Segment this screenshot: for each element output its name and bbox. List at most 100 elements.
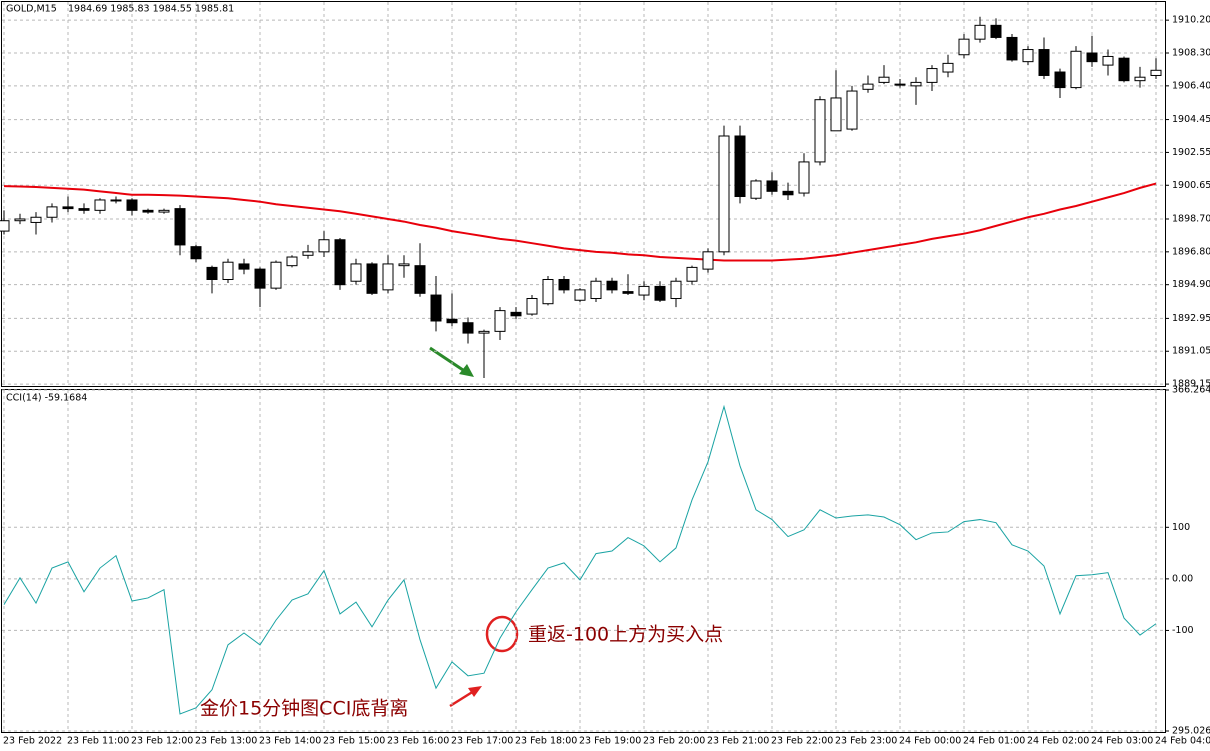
y-tick-label: 1891.05 bbox=[1172, 346, 1210, 357]
y-tick-label: 366.2649 bbox=[1172, 385, 1210, 396]
candle-body bbox=[0, 220, 10, 232]
green-arrow bbox=[429, 346, 474, 377]
candle-body bbox=[46, 206, 58, 218]
candle-body bbox=[1054, 71, 1066, 89]
candle-body bbox=[94, 199, 106, 211]
candle-body bbox=[270, 261, 282, 289]
cci-title: CCI(14) -59.1684 bbox=[6, 393, 87, 404]
candle-body bbox=[286, 256, 298, 267]
candle-body bbox=[1006, 36, 1018, 61]
y-tick-label: 1904.45 bbox=[1172, 114, 1210, 125]
candle-body bbox=[990, 24, 1002, 38]
candle-body bbox=[862, 83, 874, 90]
x-tick-label: 24 Feb 00:00 bbox=[899, 736, 961, 747]
candle-body bbox=[766, 180, 778, 192]
candle-body bbox=[1038, 49, 1050, 76]
cci-line bbox=[3, 404, 1157, 715]
candle-body bbox=[1086, 52, 1098, 63]
candle-body bbox=[78, 208, 90, 211]
x-tick-label: 23 Feb 12:00 bbox=[131, 736, 193, 747]
candle-body bbox=[382, 263, 394, 291]
candle-body bbox=[14, 218, 26, 222]
ohlc-text: 1984.69 1985.83 1984.55 1985.81 bbox=[68, 4, 234, 15]
candle-body bbox=[126, 199, 138, 211]
candle-body bbox=[734, 135, 746, 198]
candle-body bbox=[158, 209, 170, 213]
x-tick-label: 24 Feb 03:00 bbox=[1091, 736, 1153, 747]
candle-body bbox=[958, 38, 970, 56]
y-tick-label: 1900.65 bbox=[1172, 180, 1210, 191]
candle-body bbox=[558, 278, 570, 291]
x-tick-label: 24 Feb 02:00 bbox=[1027, 736, 1089, 747]
candle-body bbox=[238, 263, 250, 270]
candle-body bbox=[590, 280, 602, 300]
x-tick-label: 23 Feb 23:00 bbox=[835, 736, 897, 747]
candle-body bbox=[750, 180, 762, 199]
candle-body bbox=[526, 298, 538, 315]
candle-body bbox=[622, 291, 634, 294]
y-tick-label: 1906.40 bbox=[1172, 80, 1210, 91]
candle-body bbox=[702, 251, 714, 270]
candle-body bbox=[894, 83, 906, 86]
candle-body bbox=[974, 24, 986, 40]
candle-body bbox=[446, 318, 458, 324]
candle-body bbox=[366, 263, 378, 294]
candle-body bbox=[878, 76, 890, 83]
candle-body bbox=[718, 135, 730, 253]
x-tick-label: 23 Feb 20:00 bbox=[643, 736, 705, 747]
candle-body bbox=[1134, 76, 1146, 82]
candle-body bbox=[1150, 69, 1162, 76]
candle-body bbox=[110, 199, 122, 202]
candle-body bbox=[574, 289, 586, 301]
x-tick-label: 23 Feb 16:00 bbox=[387, 736, 449, 747]
x-tick-label: 24 Feb 01:00 bbox=[963, 736, 1025, 747]
x-tick-label: 23 Feb 14:00 bbox=[259, 736, 321, 747]
candle-body bbox=[798, 161, 810, 194]
y-tick-label: 295.0262 bbox=[1172, 726, 1210, 737]
y-tick-label: 0.00 bbox=[1172, 573, 1193, 584]
symbol-title: GOLD,M15 bbox=[6, 4, 57, 15]
candle-body bbox=[670, 280, 682, 300]
cci-panel bbox=[1, 389, 1166, 733]
candle-body bbox=[910, 81, 922, 87]
red-arrow bbox=[449, 686, 482, 708]
candle-body bbox=[222, 261, 234, 280]
candle-body bbox=[1102, 55, 1114, 66]
x-tick-label: 23 Feb 21:00 bbox=[707, 736, 769, 747]
candle-body bbox=[318, 239, 330, 253]
candle-body bbox=[1070, 50, 1082, 89]
annotation: 金价15分钟图CCI底背离 bbox=[200, 698, 408, 720]
candle-body bbox=[654, 285, 666, 301]
x-tick-label: 23 Feb 11:00 bbox=[67, 736, 129, 747]
candle-body bbox=[638, 285, 650, 296]
candle-body bbox=[686, 266, 698, 282]
candle-body bbox=[782, 190, 794, 196]
candle-body bbox=[814, 99, 826, 163]
candle-body bbox=[430, 294, 442, 322]
x-tick-label: 23 Feb 18:00 bbox=[515, 736, 577, 747]
candle-body bbox=[30, 216, 42, 223]
candle-body bbox=[1118, 57, 1130, 82]
candle-body bbox=[414, 265, 426, 294]
y-tick-label: 1902.55 bbox=[1172, 147, 1210, 158]
y-tick-label: 1894.90 bbox=[1172, 279, 1210, 290]
y-tick-label: 1896.80 bbox=[1172, 246, 1210, 257]
candle-body bbox=[542, 278, 554, 305]
candle-body bbox=[302, 251, 314, 256]
x-tick-label: 23 Feb 15:00 bbox=[323, 736, 385, 747]
x-tick-label: 23 Feb 2022 bbox=[3, 736, 62, 747]
candle-body bbox=[206, 266, 218, 280]
candle-body bbox=[398, 263, 410, 267]
candle-body bbox=[62, 206, 74, 210]
y-tick-label: 1892.95 bbox=[1172, 313, 1210, 324]
candle-body bbox=[926, 68, 938, 83]
candle-body bbox=[830, 97, 842, 132]
x-tick-label: 24 Feb 04:00 bbox=[1155, 736, 1210, 747]
candle-body bbox=[174, 208, 186, 246]
y-tick-label: 1898.70 bbox=[1172, 213, 1210, 224]
candle-body bbox=[606, 280, 618, 291]
candle-body bbox=[334, 239, 346, 286]
